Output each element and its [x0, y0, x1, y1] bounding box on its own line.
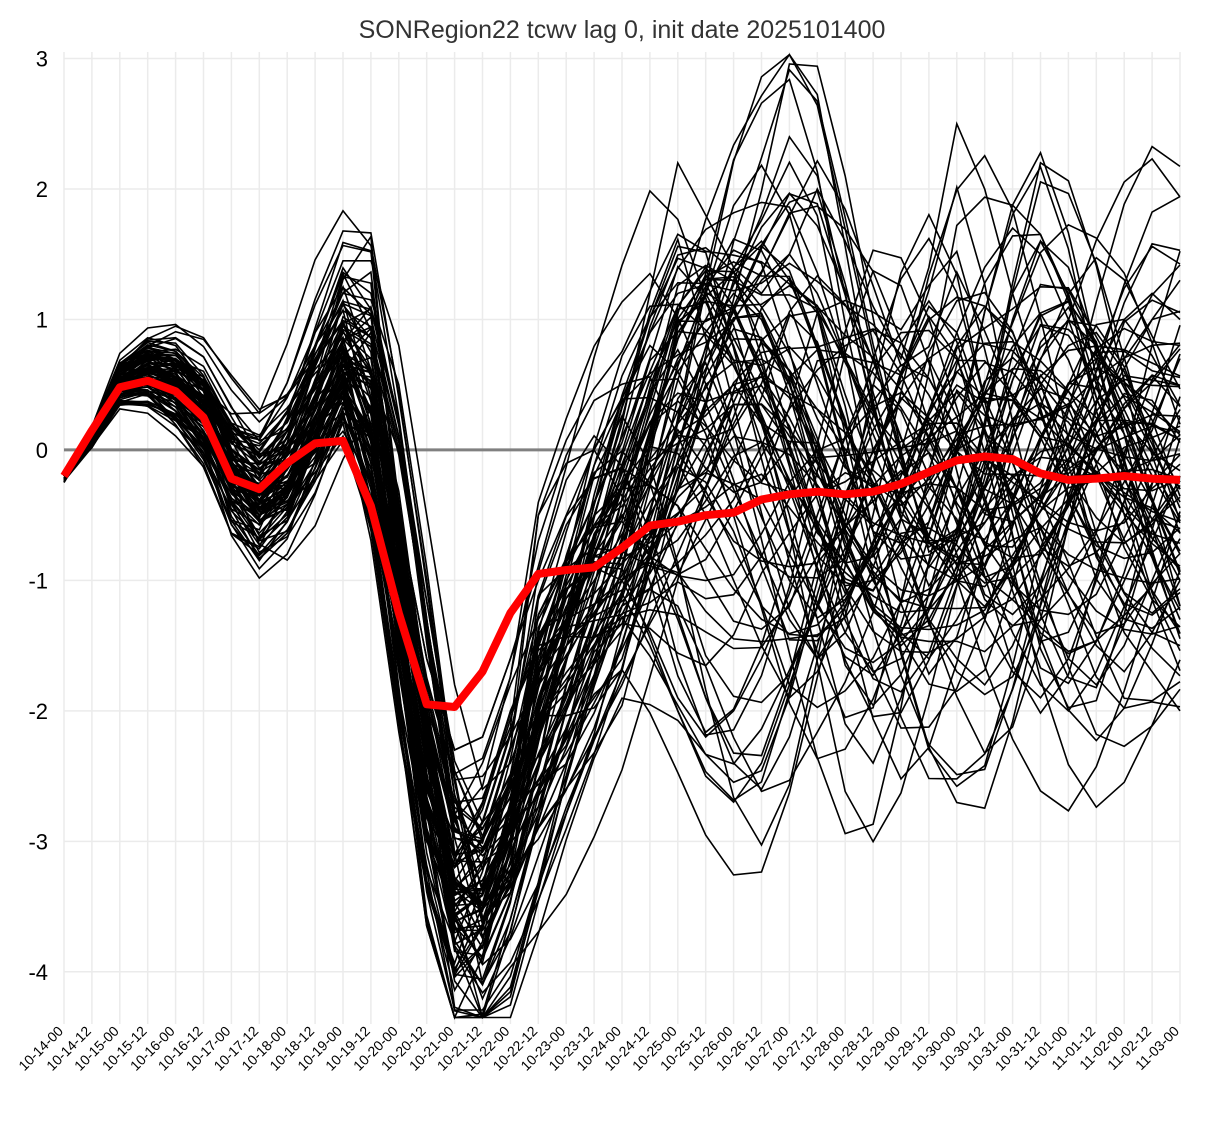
ensemble-member-line [63, 53, 1181, 895]
ensemble-member-line [63, 196, 1181, 871]
y-axis-ticks: 3 2 1 0 -1 -2 -3 -4 [28, 47, 48, 985]
ensemble-member-line [63, 273, 1181, 1019]
x-axis-ticks: 10-14-0010-14-1210-15-0010-15-1210-16-00… [15, 1023, 1182, 1074]
y-tick-label: -1 [28, 568, 48, 593]
ensemble-member-line [63, 184, 1181, 939]
ensemble-mean-line [60, 376, 1181, 711]
y-tick-label: 3 [36, 47, 48, 72]
chart-title: SONRegion22 tcwv lag 0, init date 202510… [359, 16, 886, 44]
y-tick-label: 0 [36, 438, 48, 463]
ensemble-member-line [63, 363, 1181, 857]
ensemble-member-line [63, 359, 1181, 895]
ensemble-member-line [63, 237, 1181, 905]
ensemble-member-line [63, 345, 1181, 850]
ensemble-member-line [63, 244, 1181, 869]
y-tick-label: -2 [28, 699, 48, 724]
ensemble-member-line [63, 278, 1181, 974]
ensemble-mean-series [60, 376, 1181, 711]
ensemble-member-line [63, 272, 1181, 776]
ensemble-member-line [63, 320, 1181, 824]
ensemble-member-line [63, 233, 1181, 987]
ensemble-member-line [63, 223, 1181, 959]
ensemble-member-line [63, 324, 1181, 849]
ensemble-member-line [63, 145, 1181, 897]
ensemble-member-line [63, 302, 1181, 781]
ensemble-member-line [63, 264, 1181, 889]
ensemble-member-line [63, 359, 1181, 911]
y-tick-label: 2 [36, 177, 48, 202]
ensemble-member-line [63, 296, 1181, 914]
y-tick-label: -3 [28, 829, 48, 854]
ensemble-member-line [63, 305, 1181, 842]
y-tick-label: 1 [36, 307, 48, 332]
y-tick-label: -4 [28, 960, 48, 985]
ensemble-member-line [63, 233, 1181, 804]
ensemble-member-line [63, 68, 1181, 919]
ensemble-member-line [63, 192, 1181, 932]
ensemble-member-line [63, 154, 1181, 752]
ensemble-member-line [63, 387, 1181, 1019]
ensemble-member-line [63, 165, 1181, 986]
ensemble-member-line [63, 358, 1181, 995]
ensemble-member-line [63, 344, 1181, 891]
